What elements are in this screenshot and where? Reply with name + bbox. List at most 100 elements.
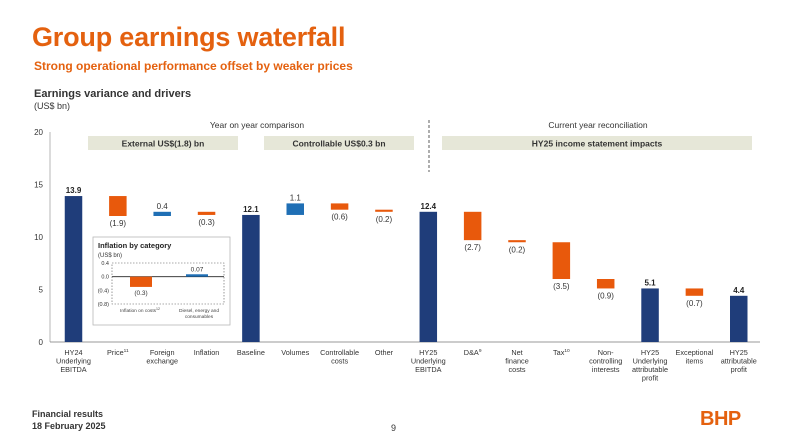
- total-bar: [242, 214, 260, 342]
- x-tick-label: EBITDA: [60, 365, 86, 374]
- x-tick-label: profit: [642, 374, 658, 383]
- increase-bar: [153, 211, 171, 216]
- page-subtitle: Strong operational performance offset by…: [34, 59, 353, 73]
- total-bar: [64, 196, 83, 342]
- waterfall-chart: 0 5 10 15 20 Year on year comparison Current y…: [34, 120, 760, 383]
- section-label: Current year reconciliation: [548, 120, 647, 130]
- inset-y-tick-label: (0.8): [98, 302, 109, 308]
- decrease-bar: [109, 196, 127, 216]
- category-band-label: Controllable US$0.3 bn: [292, 139, 385, 149]
- inset-panel: [92, 236, 231, 326]
- inset-increase-bar: [186, 274, 208, 277]
- y-tick-label: 15: [34, 181, 43, 190]
- inset-x-tick-label: consumables: [185, 314, 214, 320]
- x-tick-label: HY25: [730, 348, 748, 357]
- inset-unit: (US$ bn): [98, 253, 122, 259]
- decrease-bar: [596, 279, 615, 289]
- x-tick-label: attributable: [721, 357, 757, 366]
- footnote-marker: 9: [479, 348, 482, 354]
- inset-data-label: 0.07: [191, 266, 204, 273]
- x-tick-label: exchange: [146, 357, 178, 366]
- x-tick-label: costs: [331, 357, 348, 366]
- data-label: 5.1: [644, 278, 656, 287]
- x-tick-label: HY24: [64, 348, 82, 357]
- category-band-label: HY25 income statement impacts: [532, 139, 663, 149]
- inset-y-tick-label: 0.4: [101, 261, 109, 267]
- total-bar: [730, 295, 748, 342]
- inset-decrease-bar: [130, 276, 152, 287]
- footnote-marker: 11: [124, 348, 129, 354]
- decrease-bar: [330, 203, 349, 210]
- footer-info: Financial results 18 February 2025: [32, 408, 106, 432]
- x-tick-label: attributable: [632, 365, 668, 374]
- footer-line-2: 18 February 2025: [32, 421, 106, 431]
- category-band: [88, 136, 238, 150]
- y-tick-label: 0: [39, 338, 44, 347]
- y-tick-label: 5: [39, 286, 44, 295]
- x-tick-label: HY25: [641, 348, 659, 357]
- x-tick-label: profit: [731, 365, 747, 374]
- y-tick-label: 20: [34, 128, 43, 137]
- x-tick-label: Controllable: [320, 348, 359, 357]
- data-label: 12.1: [243, 205, 259, 214]
- category-band: [264, 136, 414, 150]
- x-tick-label: Tax10: [553, 348, 570, 357]
- inset-data-label: (0.3): [134, 290, 147, 297]
- section-label: Year on year comparison: [210, 120, 304, 130]
- x-tick-label: Net: [511, 348, 522, 357]
- footnote-marker: 10: [564, 348, 570, 354]
- chart-title: Earnings variance and drivers: [34, 88, 192, 100]
- decrease-bar: [552, 242, 571, 279]
- footer-line-1: Financial results: [32, 409, 104, 419]
- data-label: (0.2): [376, 215, 393, 224]
- category-band-label: External US$(1.8) bn: [122, 139, 205, 149]
- x-tick-label: Other: [375, 348, 394, 357]
- decrease-bar: [685, 288, 704, 296]
- x-tick-label: controlling: [589, 357, 622, 366]
- increase-bar: [286, 203, 304, 215]
- x-tick-label: interests: [592, 365, 620, 374]
- data-label: (1.9): [110, 219, 127, 228]
- x-tick-label: Underlying: [411, 357, 446, 366]
- x-tick-label: Underlying: [56, 357, 91, 366]
- x-tick-label: Non-: [598, 348, 614, 357]
- x-tick-label: EBITDA: [415, 365, 441, 374]
- inset-title: Inflation by category: [98, 241, 172, 250]
- x-tick-label: Baseline: [237, 348, 265, 357]
- data-label: 4.4: [733, 286, 745, 295]
- x-tick-label: Foreign: [150, 348, 175, 357]
- x-tick-label: Underlying: [633, 357, 668, 366]
- x-tick-label: items: [686, 357, 704, 366]
- data-label: (0.6): [331, 213, 348, 222]
- page-title: Group earnings waterfall: [32, 22, 346, 52]
- x-tick-label: finance: [505, 357, 529, 366]
- x-tick-label: Inflation: [194, 348, 220, 357]
- y-tick-label: 10: [34, 233, 43, 242]
- x-tick-label: Volumes: [281, 348, 309, 357]
- x-tick-label: Price11: [107, 348, 129, 357]
- x-tick-label: D&A9: [464, 348, 482, 357]
- inset-y-tick-label: 0.0: [101, 275, 109, 281]
- data-label: (0.9): [597, 291, 614, 300]
- inset-plot-frame: [111, 262, 225, 305]
- total-bar: [419, 211, 438, 342]
- decrease-bar: [508, 240, 526, 243]
- bhp-logo: BHP: [700, 408, 741, 430]
- x-tick-label: Exceptional: [676, 348, 714, 357]
- x-tick-label: costs: [508, 365, 525, 374]
- page-number: 9: [391, 423, 397, 433]
- data-label: 13.9: [66, 186, 82, 195]
- data-label: (0.3): [198, 218, 215, 227]
- data-label: (0.7): [686, 299, 703, 308]
- decrease-bar: [197, 211, 216, 215]
- data-label: 1.1: [290, 193, 302, 202]
- chart-unit-label: (US$ bn): [34, 101, 71, 111]
- data-label: (2.7): [464, 243, 481, 252]
- decrease-bar: [375, 209, 393, 212]
- data-label: 0.4: [157, 202, 169, 211]
- inset-x-tick-label: Diesel, energy and: [179, 308, 219, 314]
- total-bar: [641, 288, 659, 342]
- data-label: (0.2): [509, 245, 526, 254]
- footnote-marker: 12: [156, 307, 160, 311]
- category-band: [442, 136, 752, 150]
